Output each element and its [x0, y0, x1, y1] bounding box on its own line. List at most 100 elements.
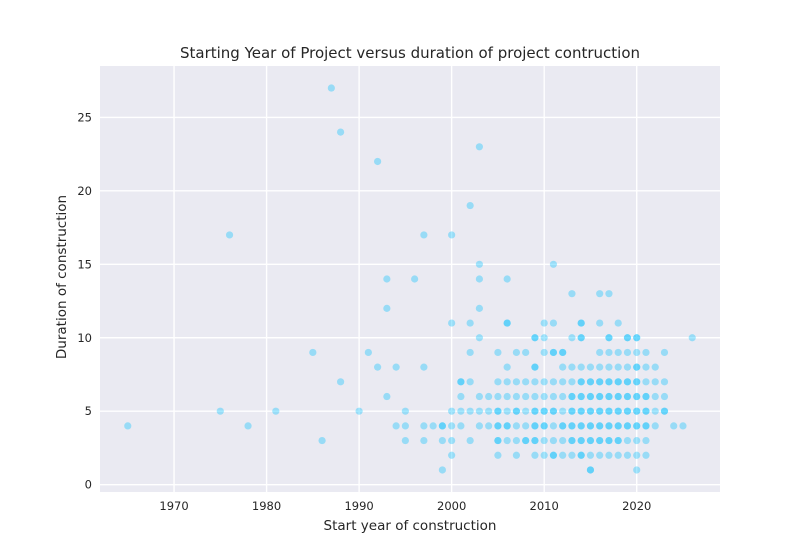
- scatter-point: [623, 407, 632, 415]
- scatter-point: [503, 319, 511, 327]
- scatter-point: [586, 466, 595, 474]
- scatter-point: [549, 451, 558, 459]
- scatter-point: [651, 392, 659, 401]
- scatter-point: [568, 451, 576, 459]
- scatter-point: [244, 422, 252, 430]
- x-tick-label: 2000: [437, 499, 466, 513]
- scatter-point: [485, 422, 493, 430]
- scatter-point: [605, 290, 613, 298]
- scatter-point: [614, 436, 622, 445]
- scatter-point: [642, 422, 650, 430]
- scatter-point: [559, 422, 567, 430]
- scatter-point: [522, 407, 530, 415]
- scatter-point: [420, 422, 428, 430]
- scatter-point: [577, 363, 585, 371]
- scatter-point: [614, 378, 622, 386]
- scatter-point: [559, 407, 567, 415]
- scatter-point: [586, 392, 595, 401]
- scatter-point: [494, 407, 502, 415]
- scatter-point: [522, 422, 530, 430]
- scatter-point: [633, 363, 641, 371]
- scatter-point: [651, 422, 659, 430]
- scatter-point: [549, 348, 558, 357]
- scatter-point: [596, 436, 604, 445]
- scatter-point: [651, 363, 659, 371]
- scatter-point: [457, 378, 465, 386]
- scatter-point: [438, 422, 446, 430]
- scatter-point: [623, 392, 632, 401]
- scatter-point: [577, 436, 585, 445]
- scatter-point: [614, 363, 622, 371]
- scatter-point: [633, 407, 641, 415]
- scatter-point: [568, 363, 576, 371]
- scatter-point: [540, 422, 548, 430]
- scatter-point: [660, 392, 669, 401]
- x-tick-labels: 1970 1980 1990 2000 2010 2020: [159, 499, 651, 513]
- scatter-point: [540, 451, 548, 459]
- scatter-point: [438, 422, 446, 430]
- scatter-point: [531, 363, 539, 371]
- scatter-point: [466, 348, 474, 357]
- scatter-point: [494, 348, 502, 357]
- scatter-point: [549, 407, 558, 415]
- scatter-point: [605, 436, 613, 445]
- scatter-point: [559, 436, 567, 445]
- x-tick-label: 1990: [344, 499, 373, 513]
- y-tick-label: 10: [77, 331, 92, 345]
- scatter-point: [660, 348, 669, 357]
- scatter-point: [614, 392, 622, 401]
- chart-title: Starting Year of Project versus duration…: [180, 44, 640, 62]
- scatter-point: [568, 422, 576, 430]
- scatter-point: [605, 392, 613, 401]
- scatter-point: [605, 378, 613, 386]
- scatter-point: [475, 260, 484, 268]
- scatter-point: [448, 422, 456, 430]
- scatter-point: [457, 407, 465, 415]
- scatter-point: [531, 407, 539, 415]
- scatter-point: [642, 378, 650, 386]
- scatter-point: [586, 466, 595, 474]
- scatter-point: [420, 436, 428, 445]
- scatter-point: [475, 334, 484, 342]
- scatter-point: [540, 319, 548, 327]
- scatter-point: [596, 392, 604, 401]
- scatter-point: [568, 407, 576, 415]
- scatter-point: [364, 348, 372, 357]
- scatter-point: [457, 422, 465, 430]
- scatter-point: [336, 128, 345, 136]
- scatter-point: [642, 436, 650, 445]
- scatter-point: [540, 334, 548, 342]
- scatter-point: [522, 378, 530, 386]
- scatter-point: [512, 348, 521, 357]
- scatter-point: [531, 392, 539, 401]
- scatter-point: [512, 422, 521, 430]
- scatter-point: [614, 319, 622, 327]
- scatter-point: [383, 392, 391, 401]
- scatter-point: [605, 378, 613, 386]
- data-points: [124, 84, 696, 474]
- scatter-point: [318, 436, 326, 445]
- scatter-point: [660, 407, 669, 415]
- scatter-point: [642, 392, 650, 401]
- scatter-point: [568, 334, 576, 342]
- scatter-point: [540, 348, 548, 357]
- scatter-point: [531, 378, 539, 386]
- scatter-point: [559, 363, 567, 371]
- scatter-point: [586, 422, 595, 430]
- scatter-point: [522, 348, 530, 357]
- scatter-point: [503, 392, 511, 401]
- scatter-point: [512, 392, 521, 401]
- scatter-point: [549, 422, 558, 430]
- scatter-point: [494, 407, 502, 415]
- scatter-point: [494, 436, 502, 445]
- grid-lines: [100, 66, 720, 492]
- scatter-point: [605, 363, 613, 371]
- scatter-point: [596, 290, 604, 298]
- scatter-point: [623, 451, 632, 459]
- scatter-point: [577, 319, 585, 327]
- x-tick-label: 1980: [252, 499, 281, 513]
- scatter-point: [466, 378, 474, 386]
- scatter-point: [586, 407, 595, 415]
- scatter-point: [596, 407, 604, 415]
